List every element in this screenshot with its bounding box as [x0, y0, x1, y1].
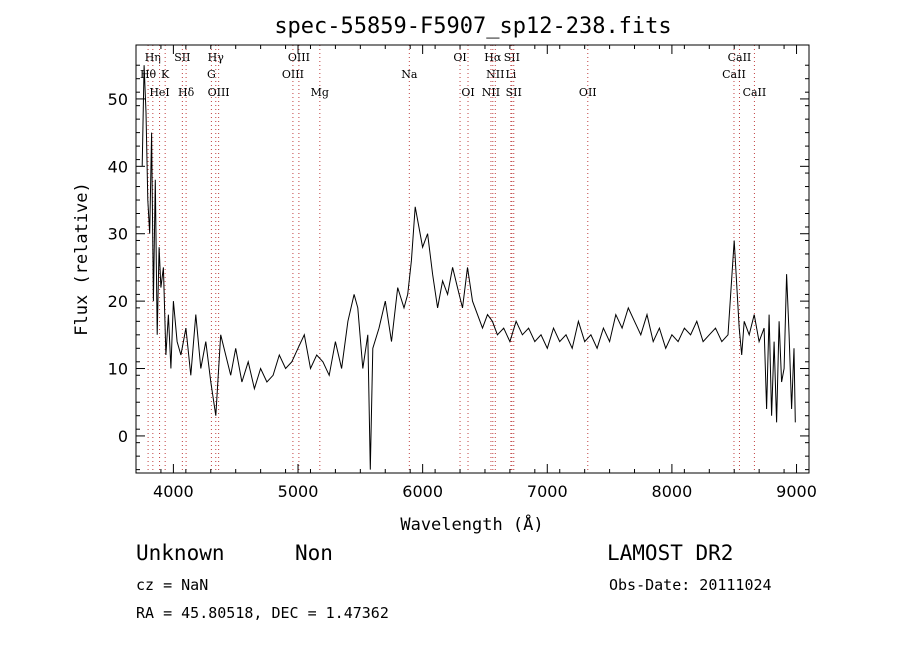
- line-marker-label: SII: [174, 51, 190, 64]
- line-marker-label: NII: [486, 68, 504, 81]
- line-marker-label: Hα: [484, 51, 502, 64]
- survey-label: LAMOST DR2: [607, 541, 734, 565]
- line-marker-label: OIII: [288, 51, 310, 64]
- x-tick-label: 6000: [402, 482, 443, 501]
- line-marker-label: CaII: [728, 51, 752, 64]
- line-marker-label: OI: [461, 86, 474, 99]
- x-tick-label: 8000: [652, 482, 693, 501]
- x-axis-label: Wavelength (Å): [400, 513, 543, 535]
- x-axis: 4000 5000 6000 7000 8000 9000: [135, 45, 817, 501]
- subclass-label: Non: [295, 541, 333, 565]
- y-tick-label: 10: [108, 360, 128, 379]
- x-tick-label: 7000: [527, 482, 568, 501]
- line-marker-label: Li: [505, 68, 516, 81]
- line-marker-label: OIII: [282, 68, 304, 81]
- y-tick-label: 0: [118, 427, 128, 446]
- line-marker-label: OIII: [208, 86, 230, 99]
- line-marker-label: SII: [506, 86, 522, 99]
- line-marker-label: Hδ: [178, 86, 195, 99]
- line-marker-label: Hγ: [208, 51, 225, 64]
- y-axis: 0 10 20 30 40 50: [108, 64, 809, 471]
- y-tick-label: 20: [108, 292, 128, 311]
- x-tick-label: 5000: [278, 482, 319, 501]
- line-marker-label: CaII: [722, 68, 746, 81]
- y-tick-label: 50: [108, 90, 128, 109]
- line-marker-label: OI: [453, 51, 466, 64]
- line-marker-label: Mg: [311, 86, 329, 99]
- plot-frame: [135, 44, 810, 474]
- line-marker-label: CaII: [743, 86, 767, 99]
- y-axis-label: Flux (relative): [72, 182, 92, 336]
- x-tick-label: 9000: [776, 482, 817, 501]
- redshift-label: cz = NaN: [136, 576, 209, 594]
- line-marker-label: G: [207, 68, 216, 81]
- y-tick-label: 40: [108, 157, 128, 176]
- x-tick-label: 4000: [153, 482, 194, 501]
- line-marker-label: Hη: [145, 51, 161, 64]
- line-marker-label: Na: [401, 68, 418, 81]
- line-marker-label: NII: [482, 86, 500, 99]
- line-marker-label: HeI: [149, 86, 169, 99]
- line-marker-label: K: [161, 68, 170, 81]
- y-tick-label: 30: [108, 225, 128, 244]
- class-label: Unknown: [136, 541, 225, 565]
- line-marker-label: SII: [504, 51, 520, 64]
- line-marker-label: Hθ: [140, 68, 157, 81]
- line-marker-label: OII: [579, 86, 597, 99]
- spectrum-line: [141, 65, 796, 470]
- chart-title: spec-55859-F5907_sp12-238.fits: [274, 14, 671, 39]
- obs-date-label: Obs-Date: 20111024: [609, 576, 772, 594]
- coordinates-label: RA = 45.80518, DEC = 1.47362: [136, 604, 389, 622]
